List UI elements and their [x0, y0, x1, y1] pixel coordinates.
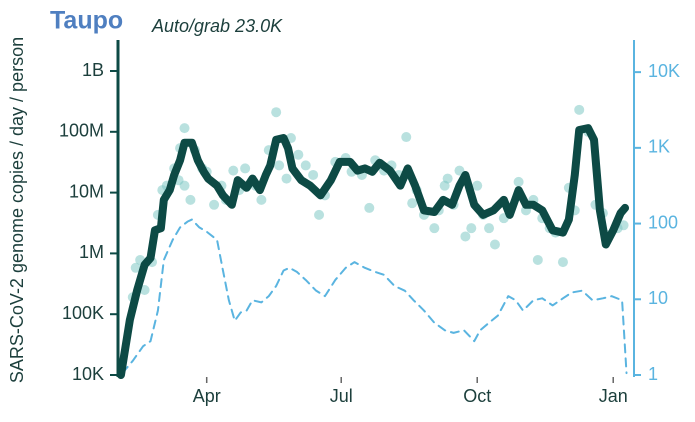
y2-tick-label: 100: [648, 212, 678, 232]
y2-tick-label: 10: [648, 288, 668, 308]
chart-title: Taupo: [50, 7, 123, 35]
y2-tick-label: 10K: [648, 61, 680, 81]
y-tick-label: 1M: [79, 242, 104, 262]
y-tick-label: 100K: [62, 303, 104, 323]
data-line: [116, 124, 630, 379]
y2-tick-label: 1K: [648, 137, 670, 157]
data-point: [308, 169, 319, 180]
x-tick-label: Apr: [193, 386, 221, 406]
data-point: [618, 220, 629, 231]
y-tick-label: 10M: [69, 181, 104, 201]
y-axis-label: SARS-CoV-2 genome copies / day / person: [7, 37, 27, 383]
data-point: [271, 107, 282, 118]
y-tick-label: 10K: [72, 364, 104, 384]
data-point: [557, 257, 568, 268]
x-tick-label: Oct: [463, 386, 491, 406]
data-point: [274, 160, 285, 171]
data-point: [240, 163, 251, 174]
data-point: [179, 123, 190, 134]
data-point: [574, 104, 585, 115]
data-point: [179, 180, 190, 191]
data-point: [472, 180, 483, 191]
data-point: [281, 173, 292, 184]
data-point: [314, 209, 325, 220]
chart-subtitle: Auto/grab 23.0K: [151, 16, 283, 36]
data-point: [513, 176, 524, 187]
data-point: [293, 149, 304, 160]
data-point: [489, 239, 500, 250]
data-point: [300, 160, 311, 171]
data-point: [364, 202, 375, 213]
data-point: [401, 132, 412, 143]
data-point: [466, 223, 477, 234]
data-point: [532, 254, 543, 265]
data-point: [460, 231, 471, 242]
y-tick-label: 100M: [59, 121, 104, 141]
data-point: [209, 199, 220, 210]
data-point: [484, 223, 495, 234]
data-point: [130, 262, 141, 273]
data-point: [442, 173, 453, 184]
data-point: [256, 194, 267, 205]
y2-tick-label: 1: [648, 364, 658, 384]
data-point: [429, 223, 440, 234]
dashed-line: [121, 218, 628, 375]
x-tick-label: Jul: [330, 386, 353, 406]
y-tick-label: 1B: [82, 60, 104, 80]
data-point: [407, 198, 418, 209]
x-tick-label: Jan: [599, 386, 628, 406]
data-point: [228, 165, 239, 176]
data-point: [185, 194, 196, 205]
